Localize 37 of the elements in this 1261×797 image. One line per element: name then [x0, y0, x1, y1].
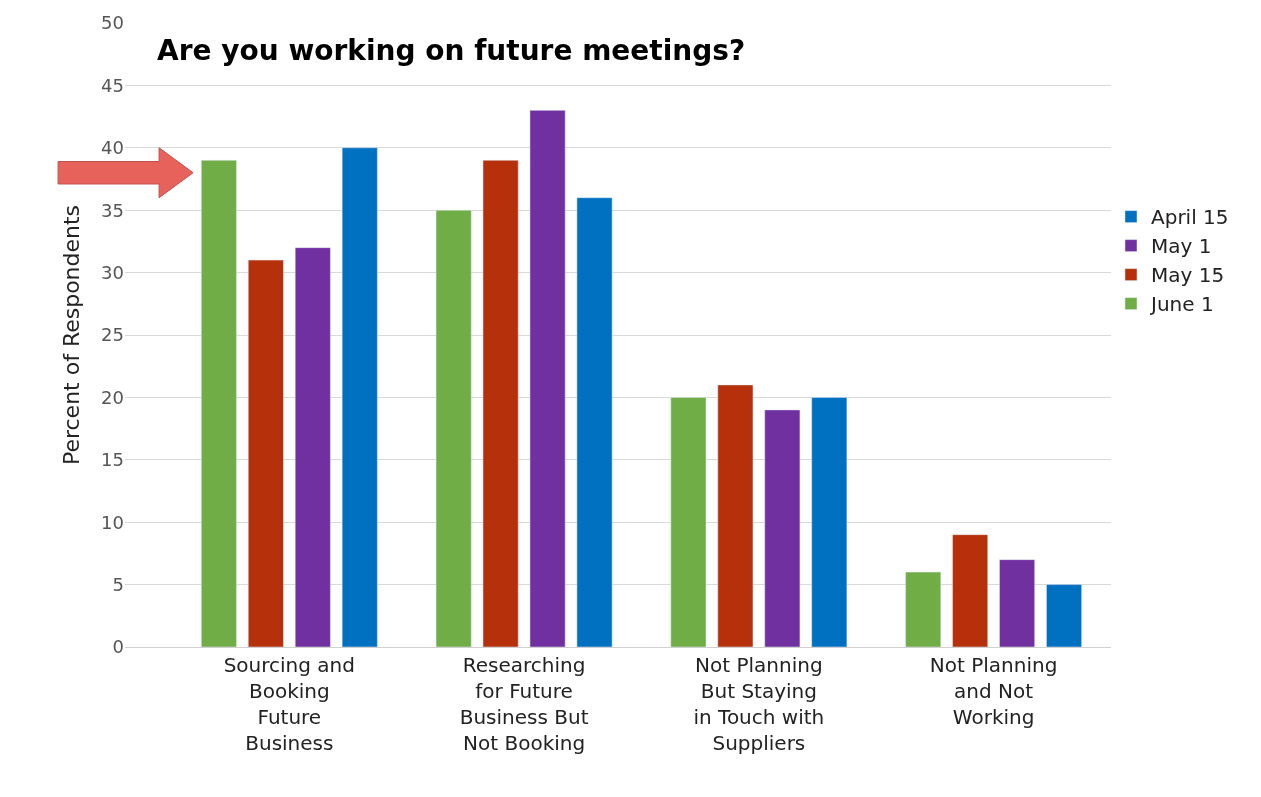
x-tick-label: Researching for Future Business But Not Booking	[459, 653, 589, 755]
y-tick-label: 45	[101, 74, 124, 96]
y-tick-label: 30	[101, 261, 124, 283]
y-tick-label: 40	[101, 137, 124, 159]
bar	[576, 197, 613, 647]
bar	[764, 409, 801, 647]
chart-title: Are you working on future meetings?	[157, 34, 746, 67]
bar	[999, 559, 1035, 647]
legend-label: May 1	[1151, 234, 1212, 259]
bar	[482, 160, 519, 647]
x-tick-label: Sourcing and Booking Future Business	[223, 653, 355, 755]
y-tick-label: 35	[101, 199, 124, 221]
legend-label: June 1	[1149, 292, 1214, 317]
bar	[294, 247, 331, 647]
bar	[905, 571, 942, 647]
bar	[670, 397, 707, 647]
bar	[529, 110, 566, 647]
x-tick-label: Not Planning and Not Working	[929, 653, 1058, 729]
y-tick-label: 20	[101, 386, 124, 408]
bar	[1046, 584, 1082, 647]
y-tick-label: 50	[101, 12, 124, 34]
y-tick-label: 5	[112, 573, 124, 595]
y-tick-label: 10	[101, 511, 124, 533]
bar	[248, 259, 284, 647]
y-tick-label: 15	[101, 449, 124, 471]
bar	[201, 160, 237, 647]
bar	[341, 147, 378, 647]
x-tick-label: Not Planning But Staying in Touch with Suppliers	[693, 653, 825, 755]
y-tick-label: 25	[101, 324, 124, 346]
legend-label: April 15	[1151, 205, 1229, 230]
bar	[717, 384, 754, 647]
y-axis-title: Percent of Respondents	[58, 204, 84, 466]
bar	[435, 209, 472, 647]
legend-label: May 15	[1151, 263, 1225, 288]
y-tick-label: 0	[112, 636, 124, 658]
bar	[811, 397, 848, 647]
bar	[952, 534, 988, 647]
